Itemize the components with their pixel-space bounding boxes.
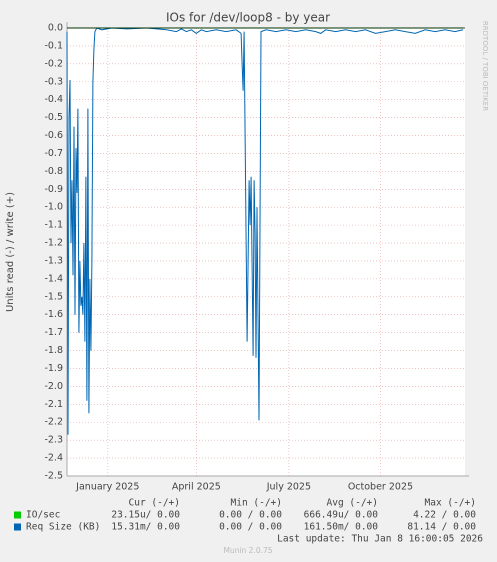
x-tick-label: April 2025 bbox=[172, 482, 221, 493]
y-tick-label: -0.5 bbox=[44, 112, 63, 123]
y-tick-label: -0.6 bbox=[44, 130, 63, 141]
x-tick-label: January 2025 bbox=[75, 482, 139, 493]
legend-value: 0.00 / 0.00 bbox=[219, 510, 282, 521]
legend-value: 0.00 / 0.00 bbox=[219, 522, 282, 533]
y-tick-label: -0.2 bbox=[44, 58, 63, 69]
legend-value: 666.49u/ 0.00 bbox=[304, 510, 379, 521]
y-tick-label: -2.2 bbox=[44, 417, 63, 428]
legend-header: Max (-/+) bbox=[425, 498, 476, 509]
legend-swatch bbox=[14, 511, 21, 519]
legend-swatch bbox=[14, 523, 21, 531]
y-tick-label: -1.1 bbox=[44, 220, 63, 231]
y-tick-label: -0.7 bbox=[44, 148, 63, 159]
legend-entry: Req Size (KB) bbox=[26, 522, 100, 533]
legend-value: 15.31m/ 0.00 bbox=[111, 522, 180, 533]
legend-header: Avg (-/+) bbox=[327, 498, 378, 509]
legend-value: 81.14 / 0.00 bbox=[407, 522, 476, 533]
y-tick-label: -1.2 bbox=[44, 238, 63, 249]
y-tick-label: -2.4 bbox=[44, 453, 63, 464]
x-tick-label: October 2025 bbox=[348, 482, 413, 493]
y-tick-label: -2.3 bbox=[44, 435, 63, 446]
series-line bbox=[66, 27, 464, 435]
y-tick-label: -1.8 bbox=[44, 345, 63, 356]
y-tick-label: -1.4 bbox=[44, 273, 63, 284]
x-tick-label: July 2025 bbox=[266, 482, 311, 493]
y-tick-label: 0.0 bbox=[48, 23, 63, 34]
plot-area bbox=[67, 28, 465, 476]
legend-value: 23.15u/ 0.00 bbox=[111, 510, 180, 521]
y-tick-label: -0.4 bbox=[44, 94, 63, 105]
legend-value: 4.22 / 0.00 bbox=[413, 510, 476, 521]
side-text: RRDTOOL / TOBI OETIKER bbox=[481, 21, 489, 111]
y-tick-label: -2.5 bbox=[44, 471, 63, 482]
legend-value: 161.50m/ 0.00 bbox=[304, 522, 379, 533]
y-tick-label: -1.6 bbox=[44, 309, 63, 320]
last-update: Last update: Thu Jan 8 16:00:05 2026 bbox=[277, 534, 483, 545]
y-tick-label: -0.3 bbox=[44, 76, 63, 87]
y-tick-label: -1.0 bbox=[44, 202, 63, 213]
footer: Munin 2.0.75 bbox=[223, 546, 272, 555]
y-tick-label: -1.9 bbox=[44, 363, 63, 374]
y-tick-label: -2.1 bbox=[44, 399, 63, 410]
y-tick-label: -0.8 bbox=[44, 166, 63, 177]
y-tick-label: -1.5 bbox=[44, 291, 63, 302]
y-tick-label: -1.3 bbox=[44, 255, 63, 266]
y-axis-label: Units read (-) / write (+) bbox=[5, 192, 16, 312]
legend-header: Cur (-/+) bbox=[129, 498, 180, 509]
y-tick-label: -0.1 bbox=[44, 40, 63, 51]
chart-title: IOs for /dev/loop8 - by year bbox=[166, 11, 330, 25]
y-tick-label: -2.0 bbox=[44, 381, 63, 392]
legend-entry: IO/sec bbox=[26, 510, 60, 521]
y-tick-label: -0.9 bbox=[44, 184, 63, 195]
legend-header: Min (-/+) bbox=[231, 498, 282, 509]
y-tick-label: -1.7 bbox=[44, 327, 63, 338]
